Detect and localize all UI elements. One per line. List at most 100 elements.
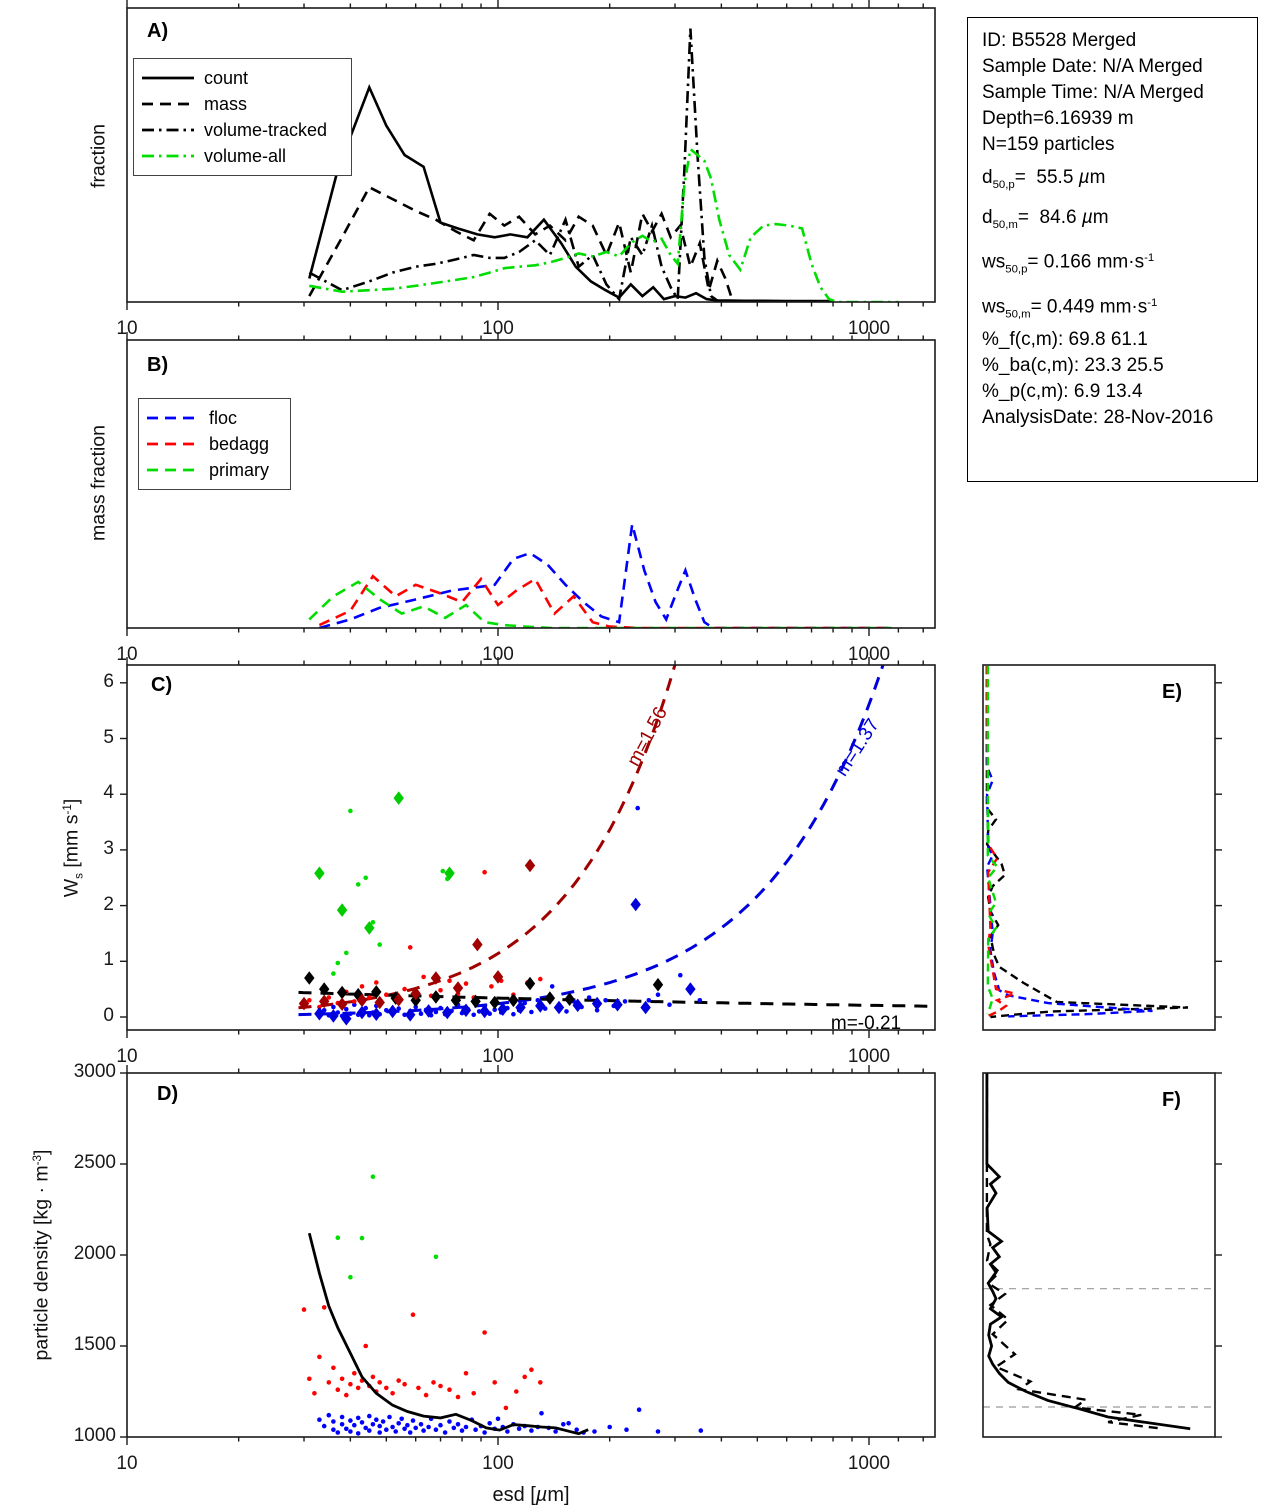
dot-floc-dots xyxy=(624,1427,629,1432)
legend-label: bedagg xyxy=(209,433,270,454)
dot-floc-dots xyxy=(344,1006,349,1012)
legend-item-volume-all: volume-all xyxy=(142,143,345,169)
dot-primary-dots xyxy=(348,1274,353,1280)
diamond-floc-median xyxy=(460,1003,472,1018)
diamond-floc-median xyxy=(341,1011,352,1026)
dot-floc-dots xyxy=(348,1418,353,1423)
dot-floc-dots xyxy=(438,1422,443,1428)
diamond-bedagg-median xyxy=(492,970,504,984)
legend-item-volume-tracked: volume-tracked xyxy=(142,117,345,143)
dot-floc-dots xyxy=(482,1430,487,1435)
panel-a-plot xyxy=(126,0,936,310)
dot-floc-dots xyxy=(418,1011,424,1016)
panel-c-series xyxy=(298,665,931,1026)
fit-curve-m=1.37 xyxy=(298,665,885,1017)
dot-floc-dots xyxy=(384,1427,389,1432)
x-tick-label: 100 xyxy=(482,1453,514,1474)
fit-curve-m=-0.21 xyxy=(298,990,931,1008)
dot-bedagg-dots xyxy=(447,1387,452,1392)
dot-floc-dots xyxy=(321,1423,327,1429)
bedagg-line-icon xyxy=(147,442,199,446)
dot-bedagg-dots xyxy=(352,1371,357,1376)
diamond-all-median xyxy=(652,977,664,992)
dot-bedagg-dots xyxy=(396,1378,402,1383)
series-count xyxy=(308,83,833,302)
dot-floc-dots xyxy=(426,1424,431,1430)
dot-primary-dots xyxy=(377,942,383,947)
dot-primary-dots xyxy=(344,950,349,956)
diamond-floc-median xyxy=(640,1000,651,1015)
dot-floc-dots xyxy=(344,1426,349,1432)
dot-floc-dots xyxy=(339,1422,345,1427)
diamond-all-median xyxy=(430,990,442,1004)
legend-label: primary xyxy=(209,459,270,480)
legend-label: volume-all xyxy=(204,145,287,166)
dot-floc-dots xyxy=(574,1427,579,1432)
dot-bedagg-dots xyxy=(522,1374,527,1380)
dot-floc-dots xyxy=(553,1429,558,1434)
x-tick-label: 1000 xyxy=(847,644,891,665)
diamond-bedagg-median xyxy=(319,994,330,1009)
dot-bedagg-dots xyxy=(367,995,372,1000)
legend-item-mass: mass xyxy=(142,91,345,117)
dot-bedagg-dots xyxy=(348,1381,353,1387)
dot-floc-dots xyxy=(402,1426,407,1432)
series-volume-tracked xyxy=(308,28,721,302)
dot-floc-dots xyxy=(511,1011,516,1017)
dot-floc-dots xyxy=(655,1429,661,1434)
dot-primary-dots xyxy=(331,971,336,976)
dot-floc-dots xyxy=(455,1422,461,1427)
dot-floc-dots xyxy=(413,1425,419,1431)
diamond-all-median xyxy=(304,971,315,985)
dot-floc-dots xyxy=(374,1417,379,1422)
panel-d-series xyxy=(301,1174,704,1436)
dot-primary-dots xyxy=(359,1235,365,1241)
diamond-primary-median xyxy=(364,921,375,935)
dot-floc-dots xyxy=(355,1415,361,1421)
median-line xyxy=(307,1232,589,1436)
series-bedagg xyxy=(318,574,892,628)
info-line: Sample Date: N/A Merged xyxy=(982,56,1203,77)
dot-bedagg-dots xyxy=(421,974,426,980)
dot-primary-dots xyxy=(355,882,361,887)
dot-floc-dots xyxy=(539,1411,544,1416)
diamond-all-median xyxy=(564,992,575,1006)
legend-item-primary: primary xyxy=(147,457,284,483)
dot-bedagg-dots xyxy=(529,1367,534,1372)
dot-floc-dots xyxy=(387,1414,392,1420)
y-tick-label-ws: 0 xyxy=(103,1005,114,1026)
dot-bedagg-dots xyxy=(538,1380,543,1385)
x-tick-label: 10 xyxy=(116,644,138,665)
dot-bedagg-dots xyxy=(344,1392,349,1398)
y-tick-label-ws: 1 xyxy=(103,949,114,971)
dot-floc-dots xyxy=(348,1429,353,1434)
diamond-bedagg-median xyxy=(452,981,464,995)
dot-floc-dots xyxy=(607,1424,612,1430)
dot-floc-dots xyxy=(377,1430,383,1435)
info-line: Sample Time: N/A Merged xyxy=(982,82,1204,103)
y-tick-label-ws: 3 xyxy=(103,837,114,859)
dot-bedagg-dots xyxy=(503,1405,509,1411)
dot-bedagg-dots xyxy=(482,869,487,875)
dot-floc-dots xyxy=(407,1430,413,1435)
diamond-bedagg-median xyxy=(410,986,421,1001)
dot-floc-dots xyxy=(433,1427,439,1432)
diamond-floc-median xyxy=(371,1007,382,1021)
diamond-primary-median xyxy=(336,903,348,917)
dot-floc-dots xyxy=(380,1419,386,1424)
axis-label-esd: esd [µm] xyxy=(492,1484,570,1506)
dot-floc-dots xyxy=(463,1424,469,1430)
diamond-floc-median xyxy=(497,1002,508,1016)
diamond-bedagg-median xyxy=(356,993,368,1008)
dot-floc-dots xyxy=(505,1429,510,1434)
dot-bedagg-dots xyxy=(463,1371,469,1376)
dot-floc-dots xyxy=(348,1011,353,1016)
diamond-floc-median xyxy=(553,1000,565,1015)
dot-bedagg-dots xyxy=(312,1391,317,1396)
diamond-floc-median xyxy=(515,1000,526,1015)
y-tick-label-density: 1500 xyxy=(73,1334,116,1355)
dot-floc-dots xyxy=(473,1427,478,1432)
y-tick-label-ws: 5 xyxy=(103,726,114,748)
dot-floc-dots xyxy=(326,1412,332,1418)
dot-floc-dots xyxy=(516,1426,522,1432)
